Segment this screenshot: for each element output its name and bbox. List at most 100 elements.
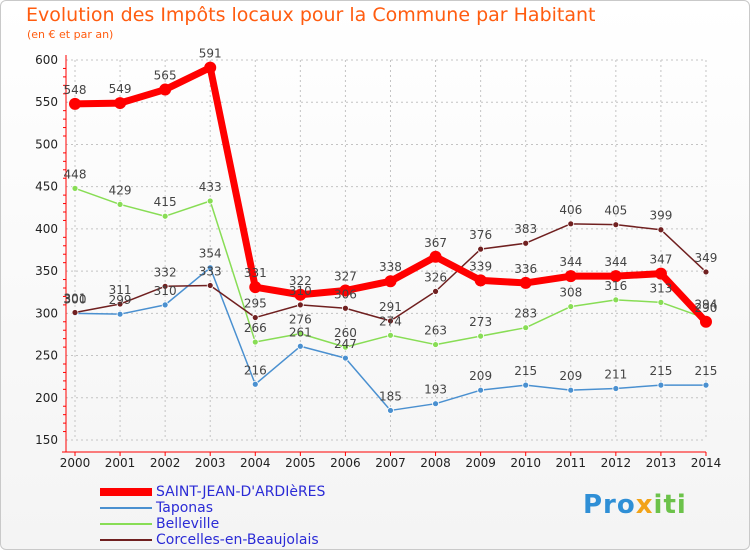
y-tick-label: 300 [35, 306, 58, 320]
data-label: 215 [695, 364, 718, 378]
x-tick-label: 2006 [330, 456, 361, 470]
legend-label: Corcelles-en-Beaujolais [156, 532, 319, 548]
data-point [387, 331, 394, 339]
y-tick-label: 450 [35, 180, 58, 194]
data-point [477, 332, 485, 340]
data-label: 316 [604, 279, 627, 293]
y-tick-label: 600 [35, 53, 58, 67]
data-point [429, 250, 442, 263]
data-label: 344 [604, 255, 627, 269]
data-label: 322 [289, 274, 312, 288]
data-point [161, 282, 169, 290]
data-label: 406 [559, 203, 582, 217]
data-label: 308 [559, 286, 582, 300]
data-point [294, 288, 307, 301]
data-point [206, 197, 214, 205]
data-point [387, 317, 394, 325]
data-point [657, 381, 665, 389]
data-label: 310 [154, 284, 177, 298]
data-label: 549 [109, 82, 132, 96]
data-label: 263 [424, 324, 447, 338]
data-point [657, 298, 665, 306]
data-label: 185 [379, 389, 402, 403]
logo-part-iti: iti [653, 490, 687, 520]
data-label: 415 [154, 195, 177, 209]
legend-swatch [100, 539, 152, 541]
data-label: 349 [695, 251, 718, 265]
data-label: 311 [109, 283, 132, 297]
data-point [612, 385, 620, 392]
data-label: 211 [604, 367, 627, 381]
data-point [159, 83, 172, 96]
data-label: 548 [64, 83, 87, 97]
proxiti-logo: Proxiti [583, 490, 687, 520]
data-label: 354 [199, 247, 222, 261]
data-point [69, 97, 81, 110]
data-label: 260 [334, 326, 357, 340]
data-point [296, 330, 304, 338]
data-label: 433 [199, 180, 222, 194]
x-tick-label: 2009 [465, 456, 496, 470]
x-tick-label: 2013 [646, 456, 677, 470]
data-point [609, 270, 622, 283]
data-point [477, 245, 485, 253]
data-point [204, 61, 217, 74]
data-label: 291 [379, 300, 402, 314]
data-point [522, 381, 530, 389]
data-label: 266 [244, 321, 267, 335]
x-tick-label: 2012 [601, 456, 632, 470]
data-point [567, 386, 575, 394]
data-point [206, 264, 214, 272]
data-point [432, 287, 439, 295]
data-point [161, 212, 169, 220]
data-point [567, 303, 575, 310]
y-tick-label: 200 [35, 391, 58, 405]
data-point [251, 380, 259, 388]
data-point [477, 386, 485, 394]
data-label: 276 [289, 313, 312, 327]
data-label: 215 [649, 364, 672, 378]
y-tick-label: 500 [35, 137, 58, 151]
x-tick-label: 2010 [510, 456, 541, 470]
data-label: 347 [649, 253, 672, 267]
y-tick-label: 150 [35, 433, 58, 447]
x-tick-label: 2005 [285, 456, 316, 470]
data-point [699, 315, 712, 328]
data-label: 336 [514, 262, 537, 276]
data-point [339, 284, 352, 297]
data-label: 326 [424, 270, 447, 284]
data-label: 193 [424, 383, 447, 397]
data-label: 383 [514, 222, 537, 236]
data-point [519, 276, 532, 289]
legend-label: Taponas [156, 500, 214, 516]
logo-part-pro: Pro [583, 490, 636, 520]
data-point [612, 296, 620, 304]
data-label: 283 [514, 307, 537, 321]
legend-label: SAINT-JEAN-D'ARDIèRES [156, 484, 326, 500]
data-point [384, 275, 397, 288]
data-point [71, 309, 79, 316]
data-label: 215 [514, 364, 537, 378]
data-label: 344 [559, 255, 582, 269]
data-label: 299 [109, 293, 132, 307]
data-point [71, 184, 79, 192]
data-point [387, 407, 394, 414]
data-point [342, 354, 349, 362]
data-point [702, 268, 710, 276]
x-tick-label: 2011 [555, 456, 586, 470]
x-tick-label: 2003 [195, 456, 226, 470]
data-label: 216 [244, 363, 267, 377]
data-label: 294 [695, 297, 718, 311]
data-label: 429 [109, 183, 132, 197]
x-tick-label: 2000 [60, 456, 91, 470]
data-point [612, 221, 620, 229]
legend-swatch [100, 507, 152, 509]
data-point [522, 239, 530, 247]
data-label: 399 [649, 209, 672, 223]
data-point [114, 97, 127, 110]
data-label: 338 [379, 260, 402, 274]
data-point [432, 400, 439, 408]
data-label: 339 [469, 259, 492, 273]
data-label: 247 [334, 337, 357, 351]
